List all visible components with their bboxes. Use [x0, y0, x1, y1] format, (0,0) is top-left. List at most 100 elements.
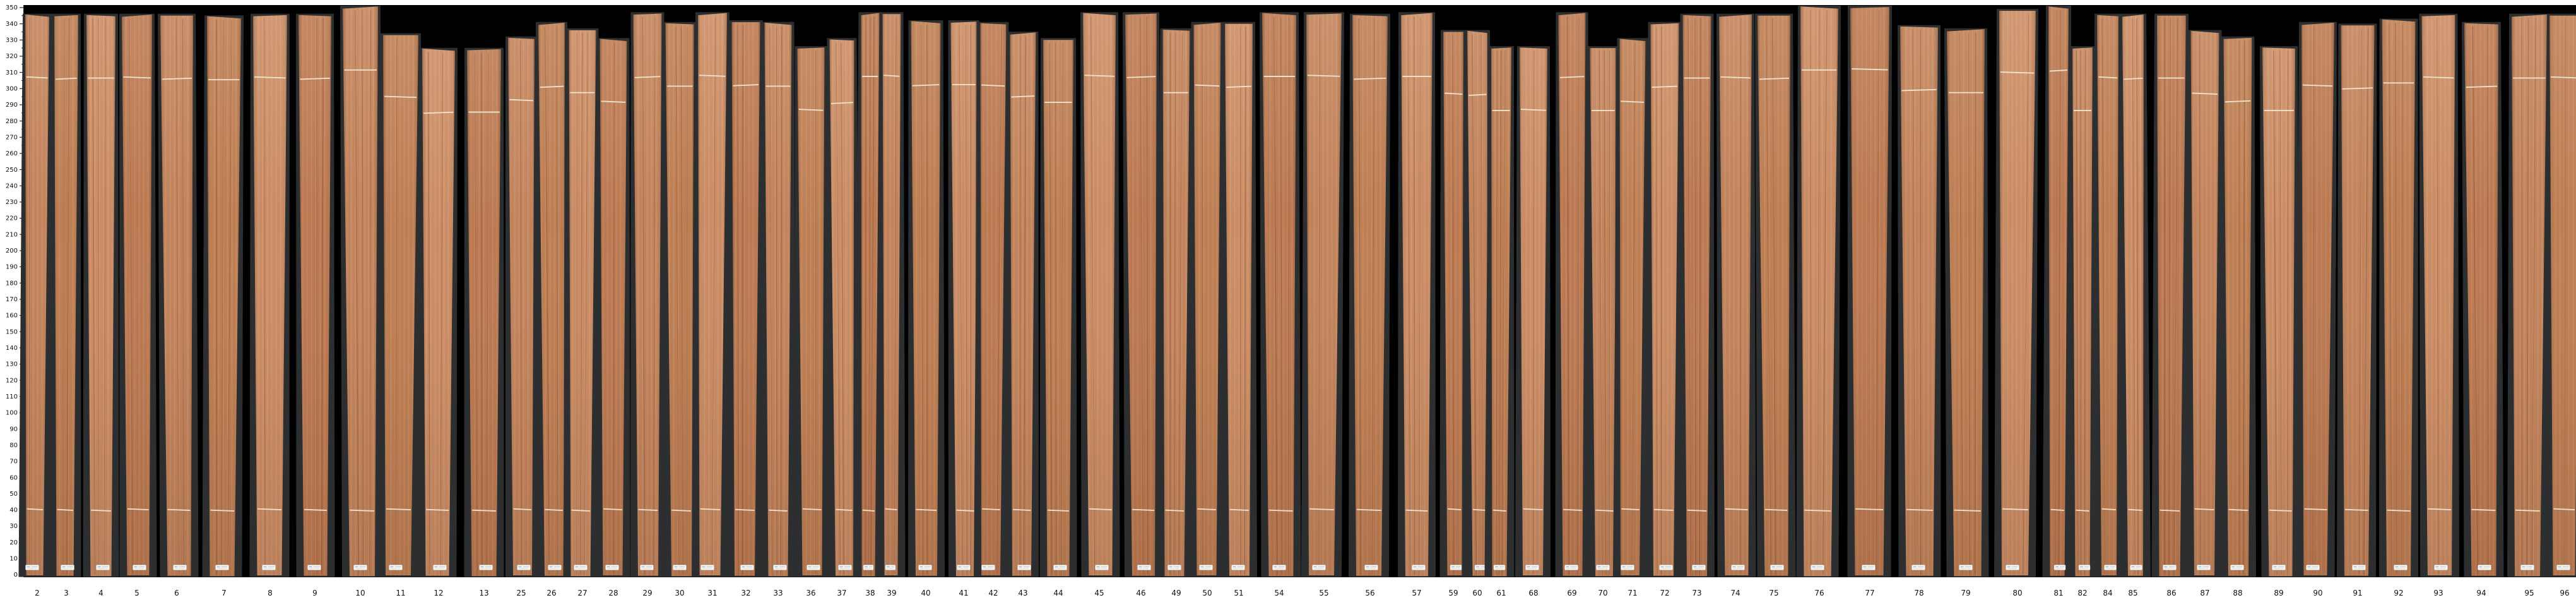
- core-strip-6[interactable]: [158, 13, 199, 577]
- core-strip-7[interactable]: [202, 15, 244, 577]
- core-strip-90[interactable]: [2296, 21, 2337, 577]
- sample-sticker: [1621, 565, 1634, 570]
- core-strip-49[interactable]: [1157, 28, 1193, 577]
- core-strip-54[interactable]: [1260, 12, 1301, 577]
- marker-line: [671, 509, 691, 512]
- core-strip-80[interactable]: [1994, 9, 2038, 577]
- core-strip-42[interactable]: [974, 21, 1009, 577]
- core-strip-69[interactable]: [1555, 12, 1590, 577]
- marker-line: [1268, 509, 1293, 512]
- marker-line: [700, 508, 721, 511]
- core-strip-93[interactable]: [2419, 13, 2460, 577]
- core-strip-61[interactable]: [1484, 46, 1515, 577]
- core-strip-25[interactable]: [505, 36, 540, 577]
- core-strip-59[interactable]: [1439, 30, 1470, 577]
- core-strip-79[interactable]: [1944, 28, 1989, 577]
- core-strip-89[interactable]: [2260, 46, 2300, 577]
- core-strip-38[interactable]: [854, 12, 883, 577]
- core-strip-88[interactable]: [2221, 36, 2256, 577]
- core-strip-50[interactable]: [1189, 21, 1224, 577]
- core-strip-85[interactable]: [2120, 13, 2151, 577]
- core-strip-96[interactable]: [2545, 13, 2576, 577]
- core-strip-13[interactable]: [464, 47, 504, 577]
- core-strip-30[interactable]: [663, 21, 700, 577]
- core-strip-12[interactable]: [418, 47, 458, 577]
- core-strip-78[interactable]: [1898, 25, 1941, 577]
- core-strip-5[interactable]: [119, 13, 157, 577]
- x-tick-label: 7: [222, 589, 227, 597]
- core-strip-86[interactable]: [2151, 13, 2189, 577]
- core-strip-2[interactable]: [18, 13, 52, 577]
- sample-sticker: [517, 565, 531, 570]
- core-strip-87[interactable]: [2187, 30, 2222, 577]
- core-strip-72[interactable]: [1646, 21, 1682, 577]
- core-strip-95[interactable]: [2507, 13, 2549, 577]
- core-strip-31[interactable]: [692, 12, 730, 577]
- core-strip-70[interactable]: [1587, 46, 1622, 577]
- core-strip-56[interactable]: [1349, 13, 1390, 577]
- core-strip-77[interactable]: [1847, 6, 1893, 577]
- core-strip-28[interactable]: [595, 38, 630, 577]
- sample-sticker: [548, 565, 562, 570]
- core-strip-41[interactable]: [948, 20, 983, 577]
- marker-line: [1523, 508, 1543, 511]
- core-strip-76[interactable]: [1796, 6, 1841, 577]
- marker-line: [571, 509, 591, 512]
- marker-line: [1687, 509, 1707, 512]
- sample-sticker: [2078, 565, 2091, 570]
- core-strip-3[interactable]: [49, 13, 81, 577]
- y-tick-label: 340: [6, 21, 18, 28]
- marker-line: [912, 84, 940, 87]
- y-tick-label: 180: [6, 280, 18, 287]
- core-strip-9[interactable]: [296, 13, 335, 577]
- core-strip-8[interactable]: [249, 13, 290, 577]
- core-strip-29[interactable]: [630, 12, 666, 577]
- y-tick-label: 300: [6, 86, 18, 93]
- core-strip-27[interactable]: [563, 28, 599, 577]
- core-strip-45[interactable]: [1080, 12, 1120, 577]
- marker-line: [699, 75, 726, 77]
- core-strip-39[interactable]: [877, 12, 906, 577]
- core-strip-51[interactable]: [1222, 21, 1257, 577]
- core-strip-11[interactable]: [378, 33, 421, 577]
- core-strip-37[interactable]: [827, 38, 861, 577]
- core-strip-73[interactable]: [1679, 13, 1715, 577]
- y-tick-label: 250: [6, 167, 18, 174]
- core-strip-43[interactable]: [1005, 32, 1039, 577]
- marker-line: [802, 508, 822, 511]
- core-strip-68[interactable]: [1515, 46, 1551, 577]
- core-strip-10[interactable]: [340, 6, 382, 577]
- marker-line: [1901, 88, 1937, 92]
- core-strip-94[interactable]: [2462, 21, 2504, 577]
- core-strip-36[interactable]: [795, 46, 830, 577]
- core-strip-81[interactable]: [2042, 6, 2072, 577]
- core-strip-40[interactable]: [908, 20, 945, 577]
- sample-sticker: [25, 565, 39, 570]
- core-strip-55[interactable]: [1301, 12, 1344, 577]
- core-strip-71[interactable]: [1613, 38, 1648, 577]
- core-strip-26[interactable]: [536, 21, 571, 577]
- core-strip-92[interactable]: [2379, 18, 2418, 577]
- core-strip-82[interactable]: [2067, 46, 2098, 577]
- core-strip-74[interactable]: [1716, 13, 1756, 577]
- core-strip-57[interactable]: [1398, 12, 1436, 577]
- core-strip-84[interactable]: [2094, 13, 2124, 577]
- core-strip-75[interactable]: [1755, 13, 1796, 577]
- core-strip-33[interactable]: [760, 21, 796, 577]
- sample-sticker: [353, 565, 367, 570]
- y-tick-label: 230: [6, 199, 18, 206]
- core-strip-4[interactable]: [83, 13, 119, 577]
- core-strip-44[interactable]: [1039, 38, 1077, 577]
- core-strip-46[interactable]: [1123, 12, 1162, 577]
- x-tick-label: 54: [1274, 589, 1284, 597]
- core-strip-60[interactable]: [1465, 30, 1495, 577]
- sample-sticker: [1364, 565, 1378, 570]
- y-tick-label: 210: [6, 231, 18, 238]
- core-strip-32[interactable]: [727, 20, 763, 577]
- y-tick-label: 290: [6, 102, 18, 109]
- y-tick-label: 160: [6, 313, 18, 320]
- x-tick-label: 45: [1094, 589, 1104, 597]
- sample-sticker: [773, 565, 787, 570]
- core-strip-91[interactable]: [2337, 23, 2377, 577]
- marker-line: [1720, 76, 1751, 79]
